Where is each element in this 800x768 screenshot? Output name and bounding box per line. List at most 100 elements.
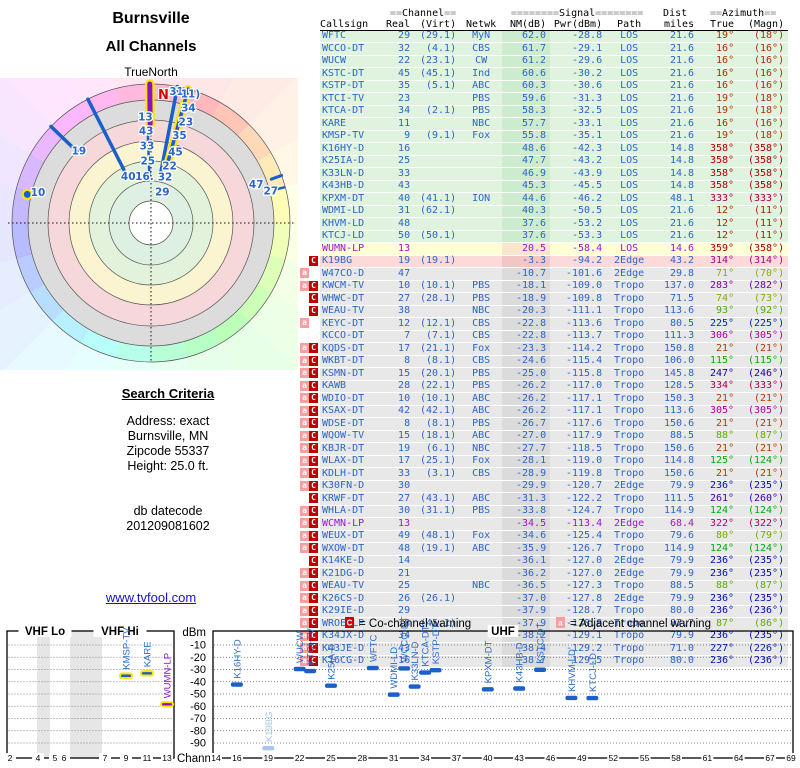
cell-path: LOS	[606, 55, 653, 68]
adjacent-warning-icon: a	[300, 655, 309, 666]
co-channel-warning-icon: C	[309, 255, 318, 266]
cell-network	[460, 167, 503, 181]
cell-noise-margin: -18.9	[502, 292, 551, 306]
cell-real-channel: 49	[386, 530, 415, 543]
cell-miles: 14.8	[652, 155, 699, 168]
x-tick-label: 2	[8, 753, 13, 763]
cell-azimuth-magnetic: (18°)	[738, 105, 789, 118]
co-channel-warning-icon: C	[309, 580, 318, 591]
cell-network: NBC	[460, 117, 503, 131]
adjacent-warning-icon: a	[300, 480, 309, 491]
warning-flags: aC	[298, 267, 320, 281]
adjacent-warning-icon: a	[300, 418, 309, 428]
radar-channel-label: 43	[139, 126, 154, 138]
cell-power: -94.2	[550, 255, 607, 268]
cell-power: -28.8	[550, 30, 607, 43]
co-channel-warning-icon: C	[309, 305, 318, 316]
cell-azimuth-magnetic: (305°)	[738, 330, 789, 343]
radar-hue-ring-sector	[81, 88, 120, 117]
warning-flags: aC	[298, 330, 320, 343]
cell-azimuth-magnetic: (235°)	[738, 567, 789, 581]
cell-noise-margin: 37.6	[502, 230, 551, 243]
col-netwk: Netwk	[460, 19, 503, 31]
warning-flags: aC	[298, 192, 320, 206]
table-row: a C KQDS-DT 17 (21.1) Fox -23.3 -114.2 Tropo 150.…	[298, 342, 789, 356]
cell-callsign: WDSE-DT	[320, 417, 386, 431]
co-channel-warning-icon: C	[309, 280, 318, 291]
cell-virtual-channel: (8.1)	[414, 355, 461, 368]
cell-azimuth-magnetic: (92°)	[738, 305, 789, 318]
x-tick-bg	[293, 753, 306, 763]
tvfool-link[interactable]: www.tvfool.com	[105, 590, 197, 605]
table-row: aCWCCO-DT32(4.1)CBS61.7-29.1LOS21.616°(1…	[298, 42, 789, 56]
cell-azimuth-true: 16°	[698, 67, 739, 81]
cell-virtual-channel: (23.1)	[414, 55, 461, 68]
table-row: a C K30FN-D 30 -29.9 -120.7 2Edge 79.9 236° (235°…	[298, 480, 789, 493]
radar-hue-ring-sector	[212, 309, 250, 344]
cell-callsign: KCCO-DT	[320, 330, 386, 343]
cell-path: Tropo	[606, 380, 653, 393]
search-zipcode: Zipcode 55337	[126, 444, 210, 458]
table-row: a C K34JX-D 34 -38.2 -129.1 Tropo 79.9 236° (235°…	[298, 630, 789, 643]
radar-hue-ring-sector	[237, 284, 272, 322]
cell-power: -30.6	[550, 80, 607, 93]
cell-azimuth-true: 236°	[698, 605, 739, 618]
cell-noise-margin: -3.3	[502, 255, 551, 268]
signal-marker	[419, 670, 432, 675]
cell-callsign: WQOW-TV	[320, 430, 386, 443]
warning-flags: aC	[298, 230, 320, 243]
cell-virtual-channel	[414, 142, 461, 156]
cell-path: Tropo	[606, 405, 653, 418]
cell-virtual-channel: (45.1)	[414, 617, 461, 631]
adjacent-warning-icon: a	[300, 505, 309, 516]
x-tick-label: 14	[211, 753, 221, 763]
cell-callsign: WEUX-DT	[320, 530, 386, 543]
cell-miles: 79.9	[652, 555, 699, 568]
signal-marker-label: WCCO-DT	[400, 616, 411, 662]
cell-azimuth-magnetic: (124°)	[738, 542, 789, 556]
x-tick-bg	[99, 753, 111, 763]
x-tick-label: 46	[546, 753, 556, 763]
signal-marker	[366, 665, 379, 671]
cell-path: Tropo	[606, 455, 653, 468]
radar-hue-ring-sector	[237, 124, 272, 162]
co-channel-warning-icon: C	[309, 655, 318, 666]
x-tick-bg	[387, 753, 400, 763]
cell-callsign: K16HY-D	[320, 142, 386, 156]
adjacent-warning-icon: a	[300, 605, 309, 616]
cell-azimuth-true: 80°	[698, 530, 739, 543]
cell-virtual-channel: (10.1)	[414, 392, 461, 406]
cell-network: PBS	[460, 280, 503, 293]
cell-real-channel: 9	[386, 130, 415, 143]
radar-channel-label: 27	[263, 185, 278, 197]
cell-real-channel: 8	[386, 417, 415, 431]
cell-power: -50.5	[550, 205, 607, 218]
cell-azimuth-true: 12°	[698, 217, 739, 231]
cell-virtual-channel: (29.1)	[414, 30, 461, 43]
cell-azimuth-magnetic: (358°)	[738, 142, 789, 156]
x-tick-bg	[120, 753, 132, 763]
co-channel-warning-icon: C	[309, 643, 318, 653]
radar-hue-ring-sector	[12, 223, 33, 259]
cell-azimuth-magnetic: (11°)	[738, 205, 789, 218]
cell-path: LOS	[606, 167, 653, 181]
x-tick-bg	[784, 753, 797, 763]
cell-real-channel: 29	[386, 30, 415, 43]
signal-marker	[586, 695, 599, 701]
cell-noise-margin: -38.4	[502, 642, 551, 656]
cell-azimuth-magnetic: (16°)	[738, 80, 789, 93]
cell-noise-margin: -31.3	[502, 492, 551, 506]
col-true: True	[698, 19, 739, 31]
cell-real-channel: 17	[386, 455, 415, 468]
search-address: Address: exact	[126, 414, 210, 428]
cell-callsign: K25IA-D	[320, 155, 386, 168]
